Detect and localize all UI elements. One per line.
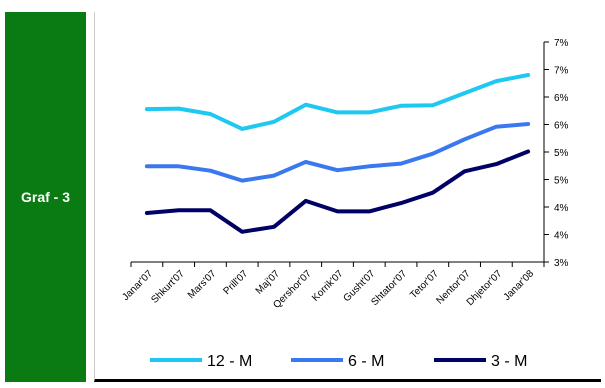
x-tick-label: Shkurt'07 bbox=[149, 268, 187, 306]
y-tick-label: 7% bbox=[554, 38, 569, 49]
legend-label-2: 6 - M bbox=[348, 353, 384, 370]
legend-label-1: 12 - M bbox=[207, 353, 252, 370]
y-tick-label: 5% bbox=[554, 176, 569, 187]
series-line-2 bbox=[144, 122, 531, 183]
chart-frame: Janar'07 Shkurt'07 Mars'07 Prill'07 Maj'07 Qe… bbox=[94, 12, 601, 382]
legend-label-3: 3 - M bbox=[491, 353, 527, 370]
y-tick-label: 4% bbox=[554, 203, 569, 214]
chart-side-label: Graf - 3 bbox=[5, 12, 86, 382]
x-tick-label: Maj'07 bbox=[254, 268, 283, 297]
x-tick-label: Mars'07 bbox=[186, 268, 219, 301]
x-tick-label: Janar'08 bbox=[502, 268, 537, 303]
series-line-3 bbox=[144, 149, 531, 234]
y-tick-label: 7% bbox=[554, 66, 569, 77]
y-tick-label: 6% bbox=[554, 93, 569, 104]
series-line-1 bbox=[144, 73, 531, 131]
y-tick-label: 5% bbox=[554, 148, 569, 159]
x-tick-label: Shtator'07 bbox=[369, 268, 409, 308]
x-tick-label: Prill'07 bbox=[222, 268, 251, 297]
y-tick-label: 6% bbox=[554, 121, 569, 132]
x-tick-label: Dhjetor'07 bbox=[465, 268, 505, 308]
x-tick-label: Korrik'07 bbox=[310, 268, 346, 304]
y-tick-label: 4% bbox=[554, 231, 569, 242]
y-tick-label: 3% bbox=[554, 258, 569, 269]
